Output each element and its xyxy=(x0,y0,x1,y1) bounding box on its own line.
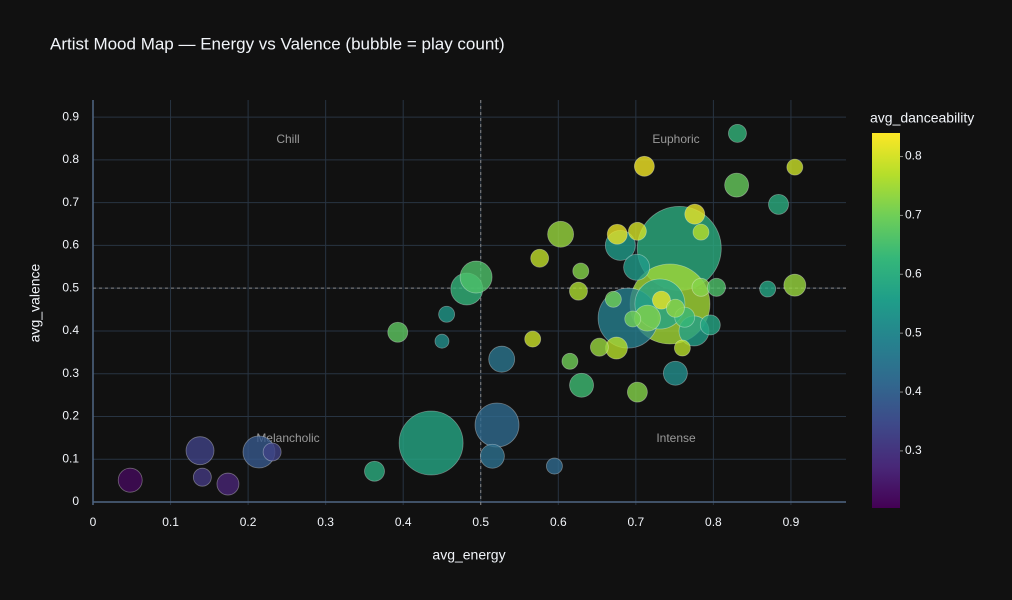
bubble xyxy=(546,457,563,475)
y-tick-label: 0.8 xyxy=(62,152,79,166)
bubble xyxy=(192,467,212,487)
colorbar-tick-label: 0.3 xyxy=(905,443,922,457)
quadrant-label: Melancholic xyxy=(256,431,319,445)
y-tick-label: 0.3 xyxy=(62,366,79,380)
bubble xyxy=(185,436,215,466)
bubble xyxy=(665,298,685,318)
colorbar-title: avg_danceability xyxy=(870,110,974,126)
x-tick-label: 0.5 xyxy=(472,515,489,529)
bubble xyxy=(604,290,622,308)
x-axis-title: avg_energy xyxy=(432,547,505,563)
bubble xyxy=(589,337,609,357)
quadrant-label: Chill xyxy=(276,132,299,146)
bubble xyxy=(364,460,385,482)
colorbar-tick-label: 0.8 xyxy=(905,149,922,163)
bubble xyxy=(262,442,282,462)
y-tick-label: 0.7 xyxy=(62,195,79,209)
bubble xyxy=(627,221,647,241)
bubble xyxy=(547,220,575,248)
y-tick-label: 0.4 xyxy=(62,323,79,337)
x-tick-label: 0.6 xyxy=(550,515,567,529)
bubble xyxy=(530,248,550,268)
bubble xyxy=(724,172,750,198)
colorbar-tick-label: 0.5 xyxy=(905,325,922,339)
chart-title: Artist Mood Map — Energy vs Valence (bub… xyxy=(50,34,505,53)
quadrant-label: Intense xyxy=(656,431,696,445)
bubble xyxy=(524,330,542,348)
bubble xyxy=(786,158,804,176)
bubble xyxy=(572,262,590,280)
bubble xyxy=(707,277,726,297)
y-tick-label: 0.2 xyxy=(62,409,79,423)
bubbles xyxy=(117,123,807,496)
bubble xyxy=(434,333,450,349)
bubble xyxy=(728,123,747,143)
bubble xyxy=(684,203,706,225)
bubble xyxy=(387,321,409,343)
x-tick-label: 0.9 xyxy=(783,515,800,529)
bubble xyxy=(488,345,516,373)
y-tick-label: 0.6 xyxy=(62,238,79,252)
bubble xyxy=(662,360,688,386)
x-tick-label: 0.8 xyxy=(705,515,722,529)
bubble xyxy=(699,314,721,336)
x-tick-label: 0.7 xyxy=(627,515,644,529)
y-axis-title: avg_valence xyxy=(27,263,43,342)
colorbar-tick-label: 0.6 xyxy=(905,266,922,280)
bubble xyxy=(633,155,655,177)
bubble xyxy=(652,290,671,310)
bubble xyxy=(459,260,493,294)
bubble xyxy=(479,443,505,469)
bubble xyxy=(561,352,579,370)
bubble xyxy=(398,410,464,476)
bubble xyxy=(624,310,642,328)
bubble xyxy=(759,280,777,298)
bubble xyxy=(626,381,648,403)
y-tick-label: 0.1 xyxy=(62,451,79,465)
y-tick-label: 0.5 xyxy=(62,280,79,294)
bubble xyxy=(692,223,710,241)
bubble xyxy=(474,402,520,448)
quadrant-label: Euphoric xyxy=(652,132,699,146)
bubble xyxy=(606,223,628,245)
y-tick-label: 0 xyxy=(72,494,79,508)
bubble xyxy=(673,339,691,357)
bubble xyxy=(569,372,594,398)
y-tick-label: 0.9 xyxy=(62,109,79,123)
x-tick-label: 0.3 xyxy=(317,515,334,529)
colorbar-tick-label: 0.4 xyxy=(905,384,922,398)
x-tick-label: 0 xyxy=(90,515,97,529)
bubble xyxy=(117,467,143,493)
colorbar-tick-label: 0.7 xyxy=(905,208,922,222)
x-tick-label: 0.1 xyxy=(162,515,179,529)
x-tick-label: 0.2 xyxy=(240,515,257,529)
bubble xyxy=(438,305,456,323)
colorbar xyxy=(872,133,900,508)
bubble xyxy=(569,281,588,301)
bubble xyxy=(783,273,807,297)
x-tick-label: 0.4 xyxy=(395,515,412,529)
bubble xyxy=(216,472,240,496)
bubble xyxy=(768,193,789,215)
bubble xyxy=(623,253,651,281)
